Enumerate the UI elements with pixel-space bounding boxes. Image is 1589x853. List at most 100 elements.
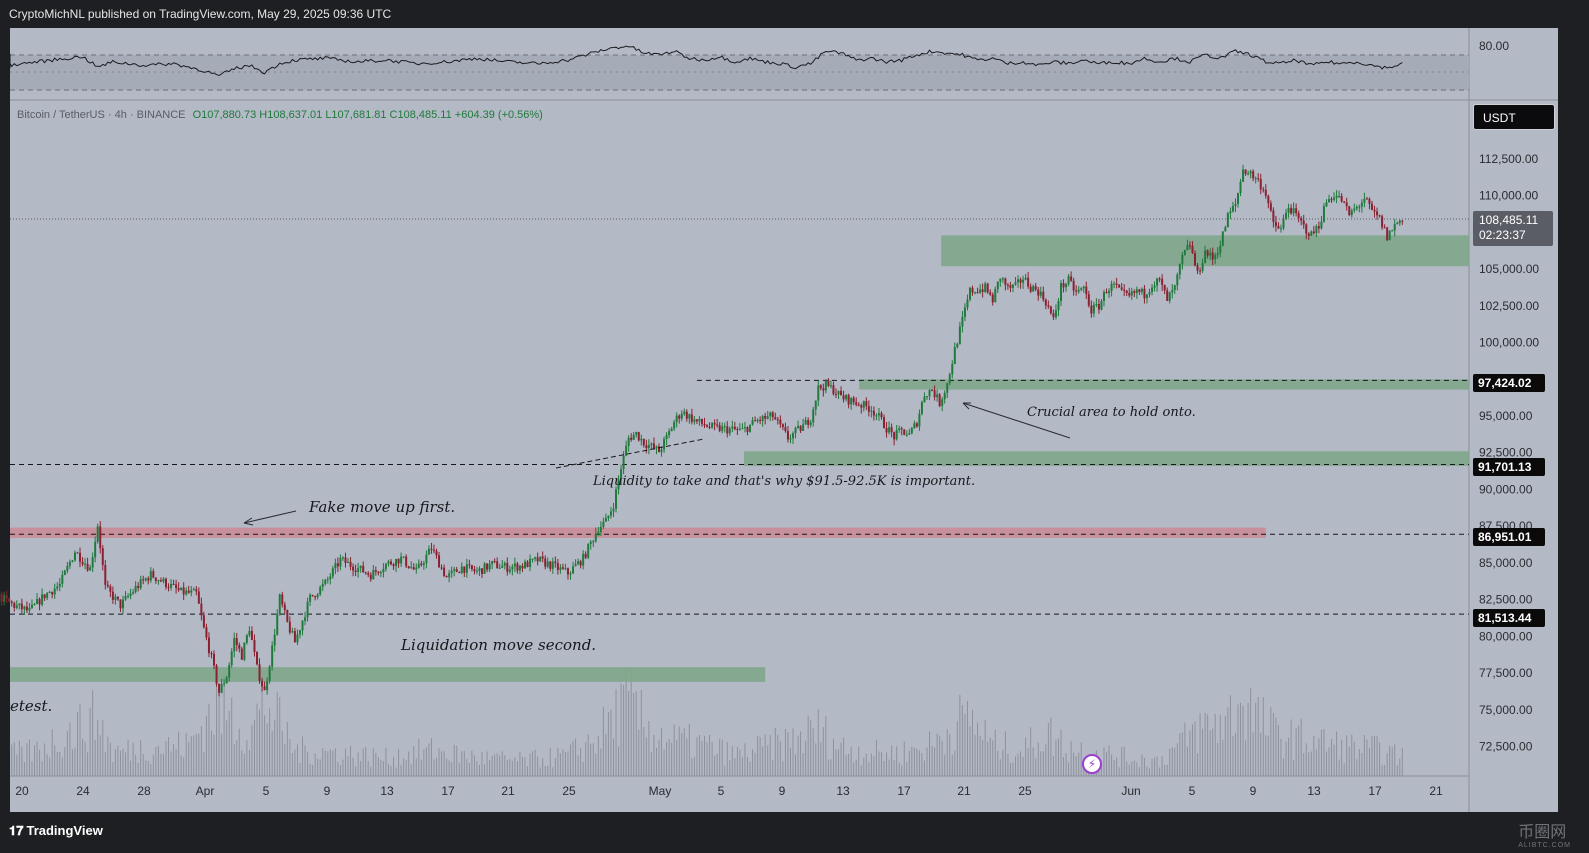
candle-body [974,292,977,294]
candle-body [1108,290,1111,294]
candle-body [615,489,618,509]
candle-body [1052,313,1055,318]
candle-body [68,561,71,566]
candle-body [321,583,324,587]
candle-body [706,425,709,427]
candle-body [20,603,23,610]
candle-body [652,443,655,449]
candle-body [253,640,256,652]
price-tick-label: 75,000.00 [1479,703,1533,717]
time-tick-label: 28 [137,784,151,798]
candle-body [693,419,696,422]
candle-body [678,415,681,419]
candle-body [0,593,3,602]
candle-body [984,283,987,292]
price-tick-label: 112,500.00 [1479,152,1538,166]
candles [0,164,1404,697]
price-axis-background [1469,28,1558,812]
candle-body [1095,304,1098,306]
candle-body [1300,218,1303,221]
candle-body [564,568,567,570]
volume-bars [11,668,1403,776]
tradingview-logo[interactable]: 𝟏𝟕 TradingView [9,823,103,839]
rsi-band [10,55,1469,90]
candle-body [607,515,610,519]
candle-body [989,292,992,295]
candle-body [660,449,663,453]
level-tag-97424: 97,424.02 [1473,374,1545,392]
candle-body [129,593,132,597]
candle-body [245,635,248,643]
candle-body [266,681,269,691]
candle-body [784,427,787,431]
candle-body [976,292,979,294]
candle-body [1017,279,1020,283]
candle-body [116,596,119,600]
candle-body [875,415,878,417]
candle-body [1343,201,1346,203]
candle-body [776,419,779,421]
candle-body [1363,198,1366,203]
candle-body [688,414,691,419]
candle-body [142,579,145,581]
candle-body [627,437,630,446]
candle-body [402,556,405,558]
candle-body [273,634,276,646]
candle-body [683,411,686,414]
candle-body [147,578,150,581]
time-tick-label: 9 [1250,784,1257,798]
candle-body [400,556,403,564]
candle-body [551,561,554,569]
candle-body [223,683,226,685]
candle-body [764,415,767,419]
candle-body [364,572,367,574]
candle-body [721,426,724,431]
candle-body [632,434,635,440]
candle-body [1224,227,1227,232]
candle-body [248,630,251,636]
candle-body [202,615,205,628]
candle-body [716,424,719,426]
candle-body [574,564,577,567]
candle-body [933,390,936,398]
candle-body [1133,291,1136,294]
candle-body [1320,221,1323,229]
annotation-retest: etest. [10,697,53,715]
candle-body [291,631,294,633]
candle-body [36,598,39,604]
candle-body [432,549,435,551]
candle-body [1262,189,1265,191]
time-tick-label: 17 [897,784,911,798]
candle-body [870,410,873,412]
candle-body [33,603,36,605]
candle-body [1001,278,1004,280]
candle-body [121,599,124,609]
candle-body [3,595,6,602]
candle-body [89,567,92,571]
candle-body [1388,230,1391,241]
candle-body [23,606,26,610]
currency-button[interactable]: USDT [1473,104,1555,130]
candle-body [680,413,683,419]
candle-body [382,569,385,573]
candle-body [1125,290,1128,294]
candle-body [243,642,246,660]
candle-body [561,567,564,569]
candle-body [1158,278,1161,280]
candle-body [1085,286,1088,295]
plot-background [10,28,1469,776]
candle-body [587,543,590,558]
time-tick-label: 5 [718,784,725,798]
candle-body [1229,211,1232,214]
candle-body [1368,199,1371,204]
candle-body [855,402,858,405]
flash-icon[interactable]: ⚡ [1082,754,1102,774]
candle-body [594,533,597,542]
candle-body [822,388,825,391]
candle-body [94,541,97,558]
candle-body [235,638,238,646]
candle-countdown: 02:23:37 [1479,228,1526,242]
candle-body [1148,292,1151,295]
candle-body [994,289,997,303]
